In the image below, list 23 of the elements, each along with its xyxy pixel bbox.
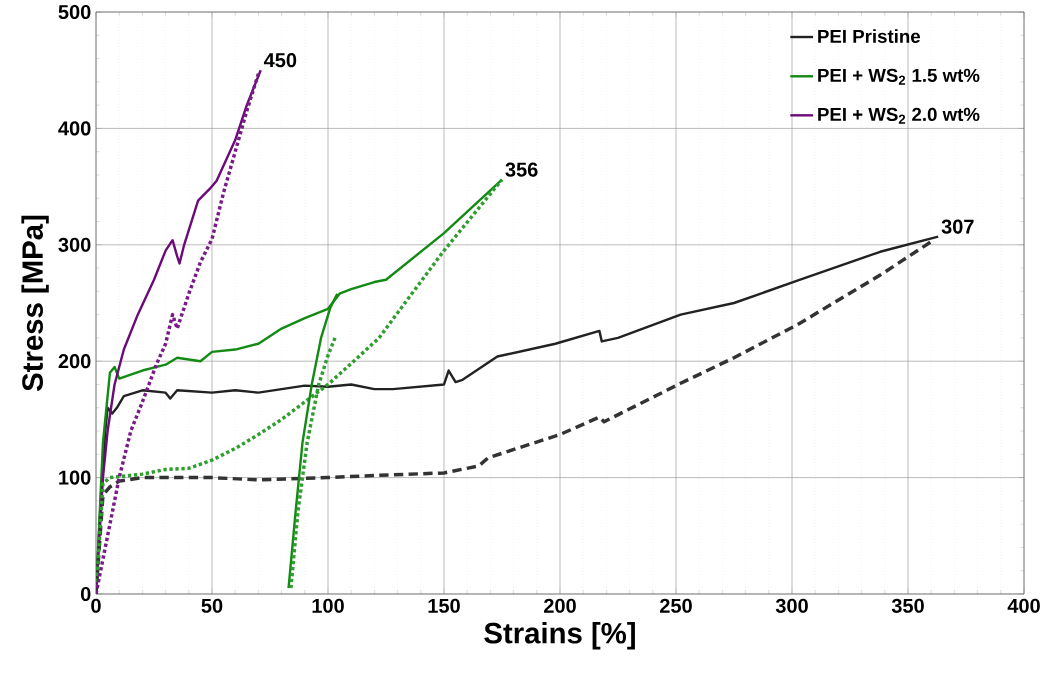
y-tick-label: 200	[58, 354, 91, 369]
y-tick-label: 300	[58, 237, 91, 252]
y-tick-label: 100	[59, 470, 91, 485]
annotation: 307	[941, 219, 974, 234]
annotation: 450	[263, 53, 297, 68]
x-tick-label: 400	[1007, 598, 1040, 613]
y-axis-title: Stress [MPa]	[21, 215, 49, 392]
legend-label: PEI + WS$_{2}$ 2.0 wt%	[818, 107, 980, 124]
annotation: 356	[505, 162, 538, 177]
x-tick-label: 350	[891, 598, 924, 613]
x-tick-label: 150	[428, 598, 460, 613]
y-tick-label: 0	[80, 586, 91, 602]
y-tick-label: 500	[58, 4, 91, 20]
x-tick-label: 200	[544, 598, 576, 613]
x-tick-label: 50	[201, 598, 223, 613]
legend-label: PEI Pristine	[818, 29, 921, 43]
x-tick-label: 250	[660, 598, 692, 613]
x-axis-title: Strains [%]	[484, 622, 635, 650]
x-tick-label: 300	[775, 598, 808, 613]
y-tick-label: 400	[58, 121, 91, 136]
legend-label: PEI + WS$_{2}$ 1.5 wt%	[818, 68, 980, 85]
x-tick-label: 100	[312, 598, 344, 613]
x-tick-label: 0	[91, 598, 101, 613]
